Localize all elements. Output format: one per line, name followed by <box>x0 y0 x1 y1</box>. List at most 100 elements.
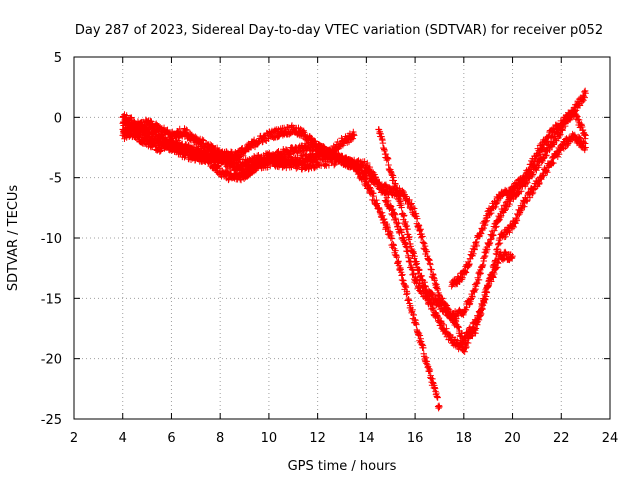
data-point <box>409 203 417 211</box>
data-point <box>390 177 397 184</box>
data-point <box>351 163 359 170</box>
data-point <box>531 158 538 166</box>
data-point <box>536 179 543 187</box>
data-point <box>307 147 314 154</box>
data-point <box>484 214 491 221</box>
data-point <box>472 330 479 337</box>
series-track-4 <box>119 116 358 163</box>
data-point <box>543 152 550 159</box>
data-point <box>376 178 383 186</box>
y-tick-label: -10 <box>41 232 62 247</box>
data-point <box>329 157 336 164</box>
data-point <box>546 146 553 154</box>
series-track-2 <box>119 87 589 323</box>
x-tick-label: 2 <box>70 431 78 446</box>
data-point <box>502 233 509 240</box>
data-point <box>392 180 399 188</box>
data-point <box>461 348 468 355</box>
data-point <box>402 284 410 291</box>
data-point <box>382 190 389 197</box>
data-point <box>472 239 479 246</box>
x-tick-label: 10 <box>261 431 278 446</box>
data-point <box>506 229 513 236</box>
data-point <box>472 285 479 293</box>
data-point <box>352 164 360 171</box>
data-point <box>408 266 416 273</box>
data-point <box>399 271 406 278</box>
data-point <box>206 154 214 162</box>
data-point <box>496 239 504 247</box>
data-point <box>403 222 411 230</box>
data-point <box>581 94 588 101</box>
data-point <box>387 166 394 173</box>
data-point <box>513 217 521 224</box>
data-point <box>475 276 483 284</box>
x-axis-label: GPS time / hours <box>288 459 397 474</box>
data-point <box>398 276 406 284</box>
data-point <box>371 171 378 178</box>
data-point <box>493 223 500 230</box>
data-point <box>232 159 239 167</box>
data-point <box>469 293 476 301</box>
x-tick-label: 8 <box>216 431 224 446</box>
data-point <box>481 295 488 302</box>
x-tick-label: 16 <box>407 431 424 446</box>
data-point <box>411 316 418 323</box>
data-point <box>416 266 423 274</box>
data-point <box>475 314 482 322</box>
data-point <box>409 306 416 314</box>
data-point <box>423 358 431 365</box>
data-point <box>576 134 583 141</box>
data-point <box>364 159 371 167</box>
data-point <box>423 248 431 255</box>
data-point <box>481 295 489 303</box>
data-point <box>474 279 481 287</box>
data-point <box>422 283 429 290</box>
data-point <box>143 134 150 141</box>
data-point <box>389 206 397 213</box>
data-point <box>435 402 443 409</box>
data-point <box>556 132 563 140</box>
data-point <box>373 196 380 204</box>
data-point <box>408 200 415 207</box>
data-point <box>521 203 528 210</box>
grid-lines <box>74 57 610 419</box>
data-point <box>473 242 481 250</box>
data-point <box>420 239 427 246</box>
y-tick-label: 5 <box>54 51 62 66</box>
data-point <box>526 168 533 175</box>
data-point <box>449 313 457 320</box>
data-point <box>349 135 357 142</box>
x-tick-label: 22 <box>553 431 570 446</box>
data-point <box>459 274 466 281</box>
x-tick-label: 6 <box>167 431 175 446</box>
data-point <box>387 229 394 237</box>
data-point <box>518 188 525 195</box>
data-point <box>480 224 488 232</box>
data-point <box>581 146 588 154</box>
data-point <box>384 197 392 205</box>
data-point <box>581 88 588 96</box>
data-point <box>582 135 589 142</box>
data-point <box>582 87 589 95</box>
y-tick-label: 0 <box>54 111 62 126</box>
data-point <box>410 270 417 277</box>
data-point <box>411 205 418 212</box>
data-point <box>411 253 418 260</box>
x-tick-label: 14 <box>358 431 375 446</box>
data-point <box>428 266 435 273</box>
data-point <box>502 206 509 213</box>
data-point <box>342 154 349 161</box>
data-point <box>478 306 485 313</box>
data-point <box>426 366 434 374</box>
data-point <box>484 246 491 253</box>
data-point <box>366 184 374 191</box>
data-point <box>413 321 420 328</box>
data-point <box>393 254 401 261</box>
data-point <box>471 286 478 294</box>
data-point <box>443 325 450 332</box>
data-point <box>479 301 486 308</box>
data-point <box>511 187 519 195</box>
data-point <box>330 161 338 169</box>
data-point <box>493 200 500 207</box>
